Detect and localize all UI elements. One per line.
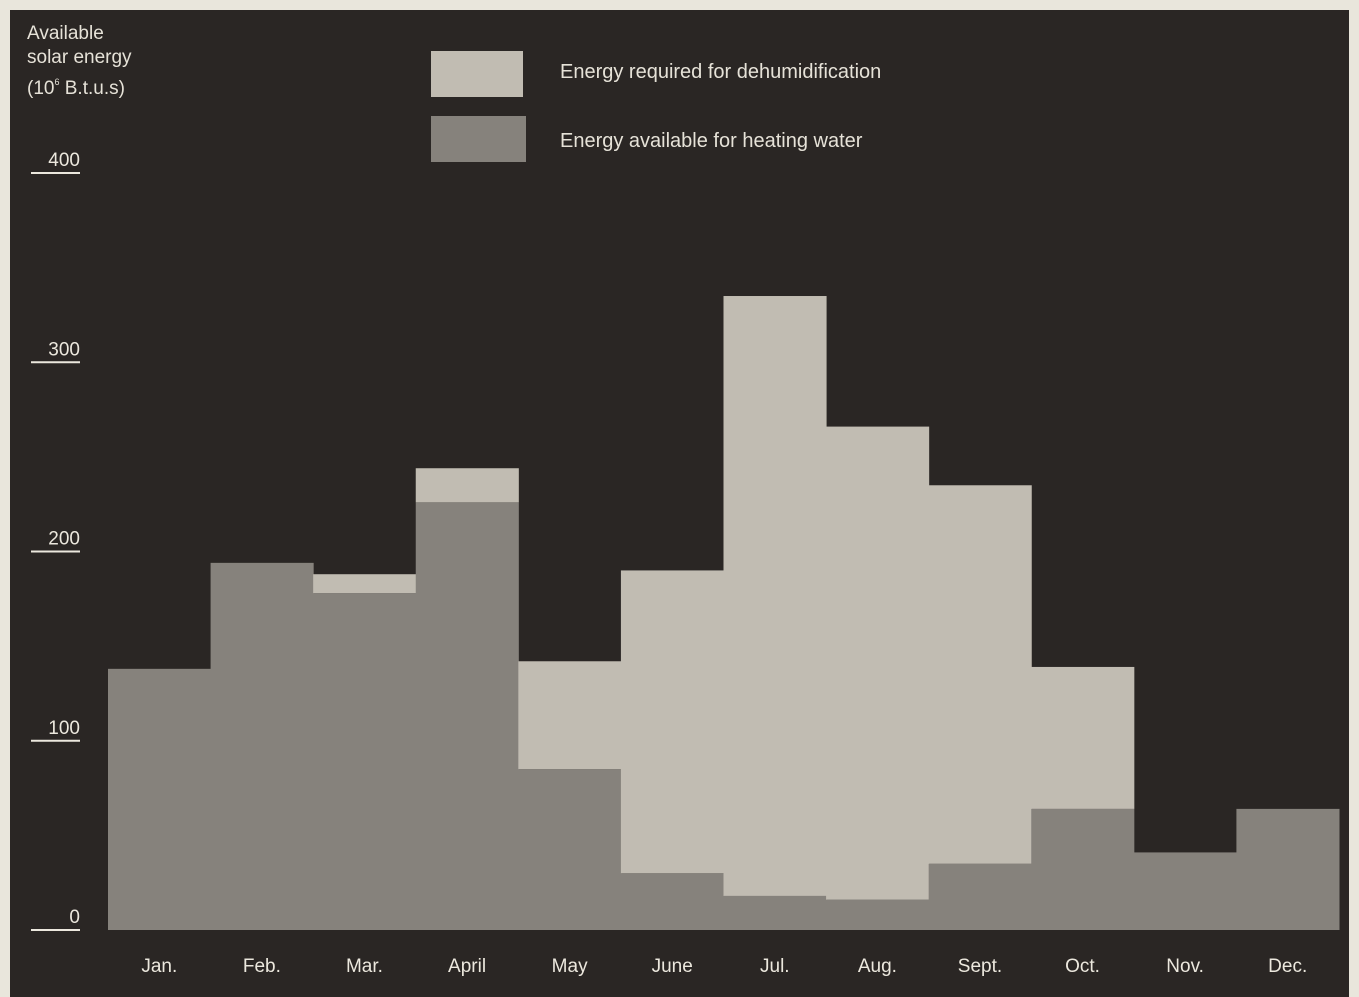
- y-axis-label-line-2: solar energy: [27, 47, 132, 68]
- bar-heating-water-12: [1236, 808, 1340, 930]
- y-axis-label-unit-suffix: B.t.u.s): [59, 78, 125, 99]
- bar-dehumidification-3: [313, 574, 417, 594]
- y-tick-label-400: 400: [48, 150, 80, 171]
- y-axis-label-line-3: (106 B.t.u.s): [27, 70, 125, 101]
- y-tick-label-300: 300: [48, 339, 80, 360]
- y-tick-label-0: 0: [69, 907, 80, 928]
- x-tick-label-2: Feb.: [243, 956, 281, 977]
- bar-dehumidification-7: [723, 296, 827, 896]
- x-tick-label-6: June: [652, 956, 693, 977]
- bar-dehumidification-6: [620, 570, 724, 874]
- legend-label-dehumidification: Energy required for dehumidification: [560, 61, 882, 83]
- bar-heating-water-8: [826, 899, 930, 930]
- x-tick-label-7: Jul.: [760, 956, 790, 977]
- bar-dehumidification-10: [1031, 666, 1135, 809]
- bar-dehumidification-4: [415, 468, 519, 503]
- y-axis-label-unit-exponent: 6: [54, 77, 60, 87]
- bar-heating-water-5: [518, 769, 622, 930]
- x-tick-label-8: Aug.: [858, 956, 897, 977]
- bar-heating-water-4: [415, 502, 519, 930]
- bar-heating-water-10: [1031, 808, 1135, 930]
- bar-heating-water-11: [1133, 852, 1237, 930]
- bar-heating-water-9: [928, 863, 1032, 930]
- bar-heating-water-6: [620, 873, 724, 930]
- bar-dehumidification-9: [928, 485, 1032, 864]
- bar-heating-water-2: [210, 562, 314, 930]
- legend-swatch-heating-water: [431, 116, 526, 162]
- chart: Available solar energy (106 B.t.u.s) Ene…: [10, 10, 1349, 997]
- legend-label-heating-water: Energy available for heating water: [560, 130, 863, 152]
- plot-area: Jan. Feb. Mar. April May June Jul. Aug. Sept. Oct…: [31, 150, 1340, 977]
- bar-heating-water-7: [723, 895, 827, 930]
- x-tick-label-12: Dec.: [1268, 956, 1307, 977]
- bar-heating-water-1: [108, 668, 212, 930]
- x-tick-label-9: Sept.: [958, 956, 1002, 977]
- x-tick-label-3: Mar.: [346, 956, 383, 977]
- bar-dehumidification-8: [826, 426, 930, 900]
- x-tick-label-1: Jan.: [141, 956, 177, 977]
- x-tick-label-4: April: [448, 956, 486, 977]
- legend-swatch-dehumidification: [431, 51, 523, 97]
- x-tick-label-11: Nov.: [1166, 956, 1204, 977]
- x-tick-label-5: May: [552, 956, 588, 977]
- bar-dehumidification-5: [518, 661, 622, 770]
- y-tick-label-100: 100: [48, 718, 80, 739]
- x-tick-label-10: Oct.: [1065, 956, 1100, 977]
- y-axis-label-line-1: Available: [27, 23, 104, 44]
- bar-heating-water-3: [313, 593, 417, 930]
- y-axis-label-unit-prefix: (10: [27, 78, 55, 99]
- y-tick-label-200: 200: [48, 529, 80, 550]
